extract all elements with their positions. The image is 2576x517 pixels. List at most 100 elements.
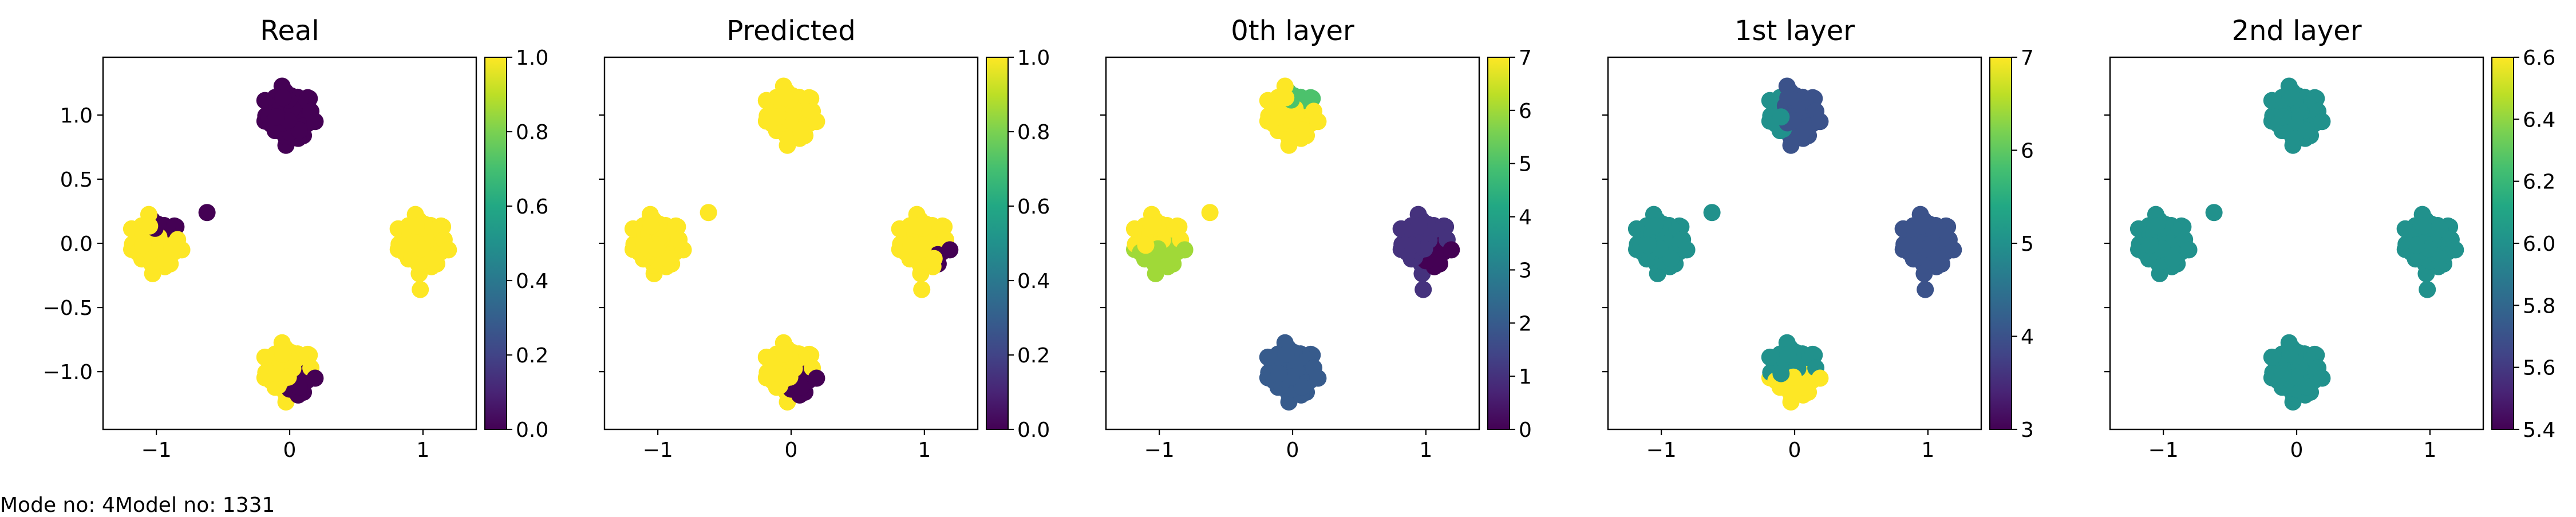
scatter-point <box>2419 281 2436 298</box>
scatter-point <box>2415 217 2432 235</box>
scatter-points <box>624 77 959 411</box>
scatter-point <box>642 217 660 235</box>
scatter-point <box>1703 204 1721 222</box>
colorbar <box>485 57 507 429</box>
colorbar-tick-label: 4 <box>1519 206 1532 230</box>
colorbar-tick-label: 2 <box>1519 312 1532 336</box>
scatter-point <box>290 121 308 139</box>
scatter-point <box>769 365 787 382</box>
x-tick-label: −1 <box>643 439 673 462</box>
x-tick-label: −1 <box>1646 439 1677 462</box>
scatter-point <box>408 217 425 235</box>
x-tick-label: 0 <box>2290 439 2304 462</box>
scatter-point <box>1176 241 1194 259</box>
colorbar-tick-label: 0.6 <box>1017 195 1050 219</box>
scatter-point <box>792 121 809 139</box>
colorbar-tick-label: 6.4 <box>2523 108 2555 132</box>
scatter-point <box>401 236 418 254</box>
colorbar-frame <box>986 57 1009 430</box>
colorbar-tick-label: 1 <box>1519 365 1532 389</box>
scatter-point <box>1646 217 1664 235</box>
scatter-point <box>2205 204 2223 222</box>
x-tick-label: 1 <box>2423 439 2436 462</box>
scatter-point <box>306 113 324 131</box>
scatter-point <box>134 236 152 254</box>
scatter-point <box>2313 369 2331 387</box>
colorbar-tick-label: 7 <box>2021 46 2034 70</box>
mode-label: Mode no: 4 <box>0 494 115 517</box>
x-tick-label: 1 <box>918 439 931 462</box>
colorbar-tick-label: 0.0 <box>516 419 548 442</box>
scatter-point <box>1277 89 1295 106</box>
scatter-point <box>440 241 457 259</box>
scatter-points <box>123 77 457 411</box>
scatter-point <box>1270 108 1288 126</box>
scatter-point <box>2447 241 2464 259</box>
scatter-points <box>2129 77 2464 411</box>
scatter-point <box>1309 113 1327 131</box>
panel-title: Predicted <box>726 15 855 47</box>
scatter-point <box>1137 236 1155 254</box>
y-tick-label: 0.5 <box>60 168 93 192</box>
scatter-point <box>1144 217 1161 235</box>
scatter-point <box>925 250 943 267</box>
y-tick-label: 0.0 <box>60 232 93 256</box>
scatter-point <box>267 365 285 382</box>
colorbar <box>2492 57 2514 429</box>
colorbar-tick-label: 5.4 <box>2523 419 2555 442</box>
colorbar <box>1990 57 2012 429</box>
colorbar-tick-label: 0.2 <box>516 344 548 368</box>
scatter-point <box>635 236 653 254</box>
scatter-point <box>141 217 159 235</box>
colorbar-tick-label: 6.0 <box>2523 232 2555 256</box>
scatter-point <box>769 108 787 126</box>
scatter-point <box>424 250 441 267</box>
footer-caption: Mode no: 4Model no: 1331 <box>0 494 275 517</box>
scatter-point <box>2164 250 2182 267</box>
scatter-point <box>1639 236 1657 254</box>
scatter-point <box>1945 241 1962 259</box>
scatter-point <box>1811 369 1829 387</box>
y-tick-label: −0.5 <box>43 297 93 320</box>
scatter-point <box>1427 250 1444 267</box>
scatter-point <box>909 217 927 235</box>
scatter-point <box>1160 250 1178 267</box>
colorbar <box>1488 57 1510 429</box>
scatter-point <box>412 281 429 298</box>
scatter-point <box>1293 378 1311 396</box>
scatter-point <box>1415 281 1432 298</box>
colorbar-tick-label: 6 <box>2021 140 2034 163</box>
scatter-point <box>1795 121 1813 139</box>
colorbar-tick-label: 0.0 <box>1017 419 1050 442</box>
scatter-point <box>274 89 292 106</box>
scatter-point <box>1309 369 1327 387</box>
x-tick-label: 0 <box>785 439 798 462</box>
panel-2: Predicted −1 0 1 0.0 0.2 0.4 0.6 0.8 1.0 <box>599 15 1050 462</box>
panel-title: 2nd layer <box>2231 15 2361 47</box>
scatter-point <box>792 378 809 396</box>
scatter-point <box>1779 345 1797 363</box>
scatter-point <box>2274 108 2292 126</box>
colorbar-tick-label: 0 <box>1519 419 1532 442</box>
model-label: Model no: 1331 <box>114 494 275 517</box>
y-tick-label: 1.0 <box>60 104 93 128</box>
x-tick-label: 1 <box>1921 439 1934 462</box>
x-tick-label: −1 <box>141 439 172 462</box>
colorbar-tick-label: 3 <box>1519 259 1532 282</box>
scatter-point <box>808 113 825 131</box>
panel-5: 2nd layer −1 0 1 5.4 5.6 5.8 6.0 6.2 6.4 6.6 <box>2104 15 2555 462</box>
colorbar-tick-label: 5.6 <box>2523 357 2555 380</box>
scatter-point <box>2180 241 2198 259</box>
scatter-point <box>659 250 677 267</box>
scatter-point <box>674 241 692 259</box>
scatter-point <box>290 378 308 396</box>
scatter-point <box>198 204 216 222</box>
colorbar-tick-label: 6 <box>1519 100 1532 123</box>
x-tick-label: −1 <box>1144 439 1175 462</box>
scatter-point <box>2297 121 2315 139</box>
scatter-point <box>157 250 175 267</box>
scatter-point <box>1293 121 1311 139</box>
scatter-point <box>274 345 292 363</box>
scatter-point <box>776 89 793 106</box>
